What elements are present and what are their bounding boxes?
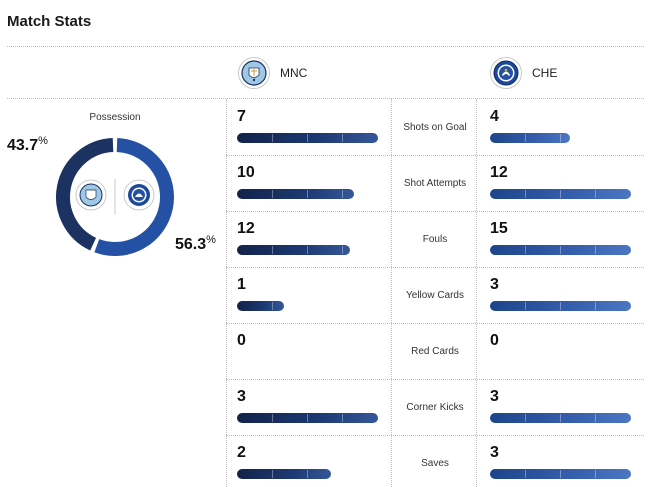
- row-divider: [226, 155, 644, 156]
- stat-bar-home: [237, 301, 284, 311]
- possession-label: Possession: [89, 112, 141, 123]
- stat-label: Red Cards: [411, 346, 459, 357]
- section-title: Match Stats: [7, 13, 92, 30]
- row-divider: [226, 379, 644, 380]
- divider: [7, 46, 644, 47]
- stat-bar-away: [490, 301, 631, 311]
- stat-row: 0 0 Red Cards: [226, 324, 644, 380]
- row-divider: [226, 323, 644, 324]
- manchester-city-crest-icon: [238, 57, 270, 89]
- stat-bar-home: [237, 245, 350, 255]
- stat-value-away: 3: [490, 276, 499, 293]
- stat-value-away: 12: [490, 164, 508, 181]
- possession-away-pct: 56.3%: [175, 234, 216, 253]
- stat-bar-away: [490, 189, 631, 199]
- possession-donut-chart: [56, 138, 174, 256]
- team-header-away: CHE: [490, 57, 557, 89]
- stat-label: Fouls: [422, 234, 448, 245]
- stat-value-away: 3: [490, 444, 499, 461]
- stat-label: Corner Kicks: [406, 402, 464, 413]
- stat-value-away: 15: [490, 220, 508, 237]
- stat-value-home: 2: [237, 444, 246, 461]
- stat-value-home: 3: [237, 388, 246, 405]
- stat-row: 7 4 Shots on Goal: [226, 100, 644, 156]
- manchester-city-crest-icon: [75, 179, 107, 211]
- row-divider: [226, 435, 644, 436]
- team-abbr-home: MNC: [280, 66, 308, 80]
- stat-bar-away: [490, 413, 631, 423]
- stat-bar-away: [490, 133, 570, 143]
- stat-value-home: 12: [237, 220, 255, 237]
- stat-value-home: 0: [237, 332, 246, 349]
- column-divider: [226, 99, 227, 487]
- stat-value-home: 10: [237, 164, 255, 181]
- row-divider: [226, 267, 644, 268]
- stat-row: 12 15 Fouls: [226, 212, 644, 268]
- stat-bar-away: [490, 245, 631, 255]
- team-header-home: MNC: [238, 57, 307, 89]
- stat-row: 1 3 Yellow Cards: [226, 268, 644, 324]
- chelsea-crest-icon: [123, 179, 155, 211]
- stat-value-away: 3: [490, 388, 499, 405]
- divider: [7, 98, 644, 99]
- row-divider: [226, 211, 644, 212]
- stat-value-away: 4: [490, 108, 499, 125]
- column-divider: [476, 99, 477, 487]
- stat-label: Yellow Cards: [406, 290, 464, 301]
- stat-bar-home: [237, 133, 378, 143]
- stat-label: Shot Attempts: [403, 178, 467, 189]
- team-abbr-away: CHE: [532, 66, 558, 80]
- stat-bar-away: [490, 469, 631, 479]
- stat-bar-home: [237, 189, 354, 199]
- stat-bar-home: [237, 469, 331, 479]
- possession-arc-away: [94, 138, 174, 256]
- stat-row: 2 3 Saves: [226, 436, 644, 487]
- chelsea-crest-icon: [490, 57, 522, 89]
- column-divider: [391, 99, 392, 487]
- stat-value-away: 0: [490, 332, 499, 349]
- stat-value-home: 7: [237, 108, 246, 125]
- stat-bar-home: [237, 413, 378, 423]
- possession-home-pct: 43.7%: [7, 135, 48, 154]
- possession-arc-home: [56, 138, 114, 251]
- stat-value-home: 1: [237, 276, 246, 293]
- stat-row: 10 12 Shot Attempts: [226, 156, 644, 212]
- stat-row: 3 3 Corner Kicks: [226, 380, 644, 436]
- stat-label: Shots on Goal: [403, 122, 467, 133]
- stat-label: Saves: [421, 458, 449, 469]
